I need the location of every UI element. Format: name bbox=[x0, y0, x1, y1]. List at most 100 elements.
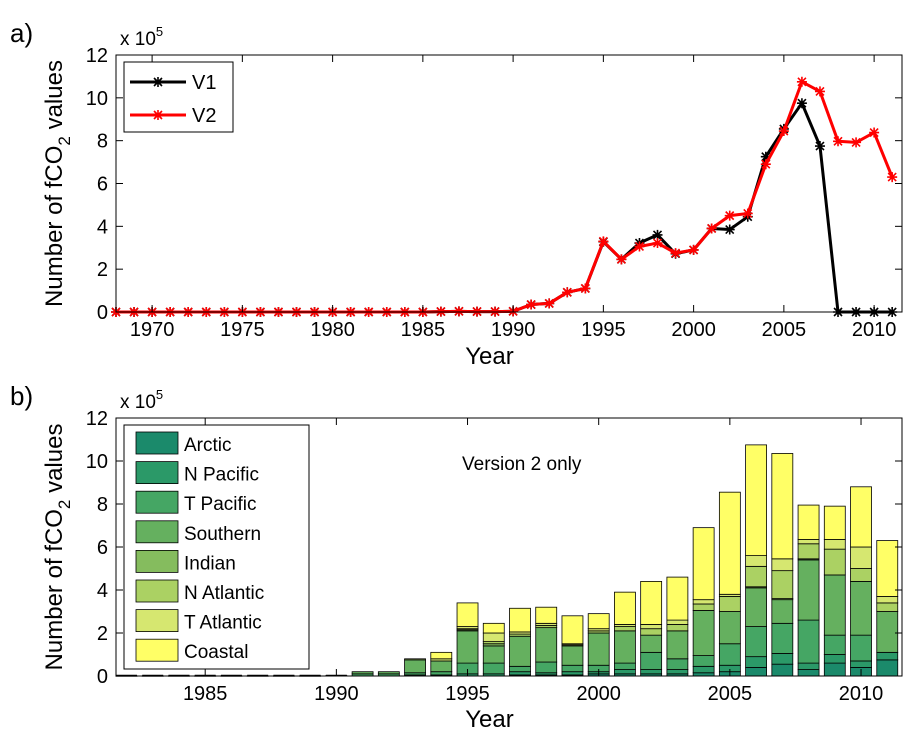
bar-segment-n-pacific bbox=[797, 662, 820, 670]
data-point bbox=[760, 159, 771, 170]
bar-segment-southern bbox=[351, 671, 374, 675]
data-point bbox=[814, 141, 825, 152]
x-tick-label: 1970 bbox=[130, 319, 175, 341]
legend-label: T Pacific bbox=[184, 494, 257, 515]
data-point bbox=[652, 238, 663, 249]
data-point bbox=[869, 127, 880, 138]
y-tick-label: 6 bbox=[97, 174, 108, 196]
data-point bbox=[760, 151, 771, 162]
data-point bbox=[453, 306, 464, 317]
bar-segment-t-pacific bbox=[614, 662, 636, 670]
bar-segment-t-atlantic bbox=[640, 624, 663, 630]
x-tick-label: 2000 bbox=[671, 319, 716, 341]
data-point bbox=[887, 172, 898, 183]
y-tick-label: 0 bbox=[97, 302, 108, 324]
bar-segment-arctic bbox=[797, 669, 820, 677]
bar-segment-t-atlantic bbox=[692, 599, 715, 605]
bar-segment-n-pacific bbox=[745, 656, 767, 668]
bar-segment-t-atlantic bbox=[482, 632, 505, 643]
data-point bbox=[598, 236, 609, 247]
y-axis-label: Number of fCO2 values bbox=[41, 60, 74, 307]
legend-swatch bbox=[135, 490, 179, 514]
x-tick-label: 2005 bbox=[708, 683, 753, 705]
panel-a: 0 2 4 6 8 10 12 1970 1975 1980 1985 1990 1995 2000 200… bbox=[10, 18, 903, 370]
data-point bbox=[688, 244, 699, 255]
bar-segment-coastal bbox=[797, 504, 820, 540]
legend-label: Southern bbox=[184, 524, 261, 545]
bar-segment-n-pacific bbox=[666, 669, 689, 675]
y-tick-label: 6 bbox=[97, 537, 108, 559]
x-tick-label: 1995 bbox=[445, 683, 490, 705]
multiplier-base: x 10 bbox=[120, 29, 156, 50]
bar-segment-southern bbox=[666, 630, 689, 660]
data-point bbox=[796, 98, 807, 109]
bar-segment-southern bbox=[718, 611, 741, 645]
bar-segment-t-pacific bbox=[771, 622, 794, 654]
bar-segment-t-atlantic bbox=[850, 546, 872, 569]
bar-segment-n-pacific bbox=[850, 660, 872, 668]
legend-label: Coastal bbox=[184, 642, 248, 663]
data-point bbox=[544, 298, 555, 309]
y-label-subscript: 2 bbox=[55, 136, 74, 145]
y-tick-label: 4 bbox=[97, 580, 108, 602]
data-point bbox=[616, 254, 627, 265]
x-tick-label: 1990 bbox=[314, 683, 359, 705]
bar-segment-coastal bbox=[430, 651, 453, 660]
legend-swatch bbox=[135, 609, 179, 632]
y-tick-label: 8 bbox=[97, 494, 108, 516]
y-label-tail: values bbox=[41, 424, 68, 500]
bar-segment-coastal bbox=[823, 505, 846, 540]
legend-marker bbox=[153, 110, 163, 120]
bar-segment-southern bbox=[430, 660, 453, 673]
bar-segment-southern bbox=[404, 659, 426, 674]
bar-segment-coastal bbox=[640, 581, 663, 625]
data-point bbox=[526, 299, 537, 310]
y-tick-label: 4 bbox=[97, 216, 108, 238]
axes-box bbox=[115, 54, 903, 313]
x-tick-label: 1985 bbox=[401, 319, 446, 341]
data-point bbox=[724, 224, 735, 235]
legend-swatch bbox=[135, 431, 179, 455]
y-tick-label: 8 bbox=[97, 131, 108, 153]
bar-segment-t-pacific bbox=[535, 661, 558, 674]
y-label-subscript: 2 bbox=[55, 500, 74, 509]
legend-label: N Atlantic bbox=[184, 583, 264, 604]
legend-swatch bbox=[135, 579, 179, 603]
bar-segment-coastal bbox=[614, 591, 636, 625]
bar-segment-n-atlantic bbox=[771, 570, 794, 600]
bar-segment-t-atlantic bbox=[771, 558, 794, 572]
data-point bbox=[796, 76, 807, 87]
panel-label: b) bbox=[10, 381, 33, 411]
data-point bbox=[778, 126, 789, 137]
bar-segment-n-atlantic bbox=[404, 658, 426, 661]
bar-segment-southern bbox=[535, 627, 558, 663]
y-tick-label: 2 bbox=[97, 259, 108, 281]
bar-segment-t-atlantic bbox=[666, 619, 689, 625]
x-tick-label: 2010 bbox=[839, 683, 884, 705]
axis-multiplier: x 105 bbox=[120, 387, 163, 413]
bar-segment-coastal bbox=[509, 607, 531, 633]
bar-segment-coastal bbox=[482, 622, 505, 634]
x-tick-label: 2000 bbox=[576, 683, 621, 705]
bar-segment-southern bbox=[745, 587, 767, 627]
data-point bbox=[652, 229, 663, 240]
bar-segment-t-pacific bbox=[666, 658, 689, 670]
bar-segment-coastal bbox=[561, 615, 584, 645]
data-point bbox=[580, 283, 591, 294]
y-label-main: Number of fCO bbox=[41, 146, 68, 307]
bar-segment-southern bbox=[587, 632, 610, 666]
bar-segment-t-pacific bbox=[692, 655, 715, 667]
legend-label: T Atlantic bbox=[184, 613, 262, 634]
bar-segment-t-atlantic bbox=[797, 539, 820, 545]
axis-multiplier: x 105 bbox=[120, 24, 163, 50]
legend-label: Arctic bbox=[184, 435, 232, 456]
y-tick-label: 12 bbox=[86, 45, 108, 67]
bar-segment-southern bbox=[771, 599, 794, 624]
bar-segment-t-pacific bbox=[561, 664, 584, 673]
bar-segment-southern bbox=[823, 574, 846, 636]
bar-segment-n-atlantic bbox=[823, 548, 846, 576]
bar-segment-arctic bbox=[771, 663, 794, 677]
legend-label: V1 bbox=[192, 72, 216, 94]
bar-segment-coastal bbox=[850, 486, 872, 548]
